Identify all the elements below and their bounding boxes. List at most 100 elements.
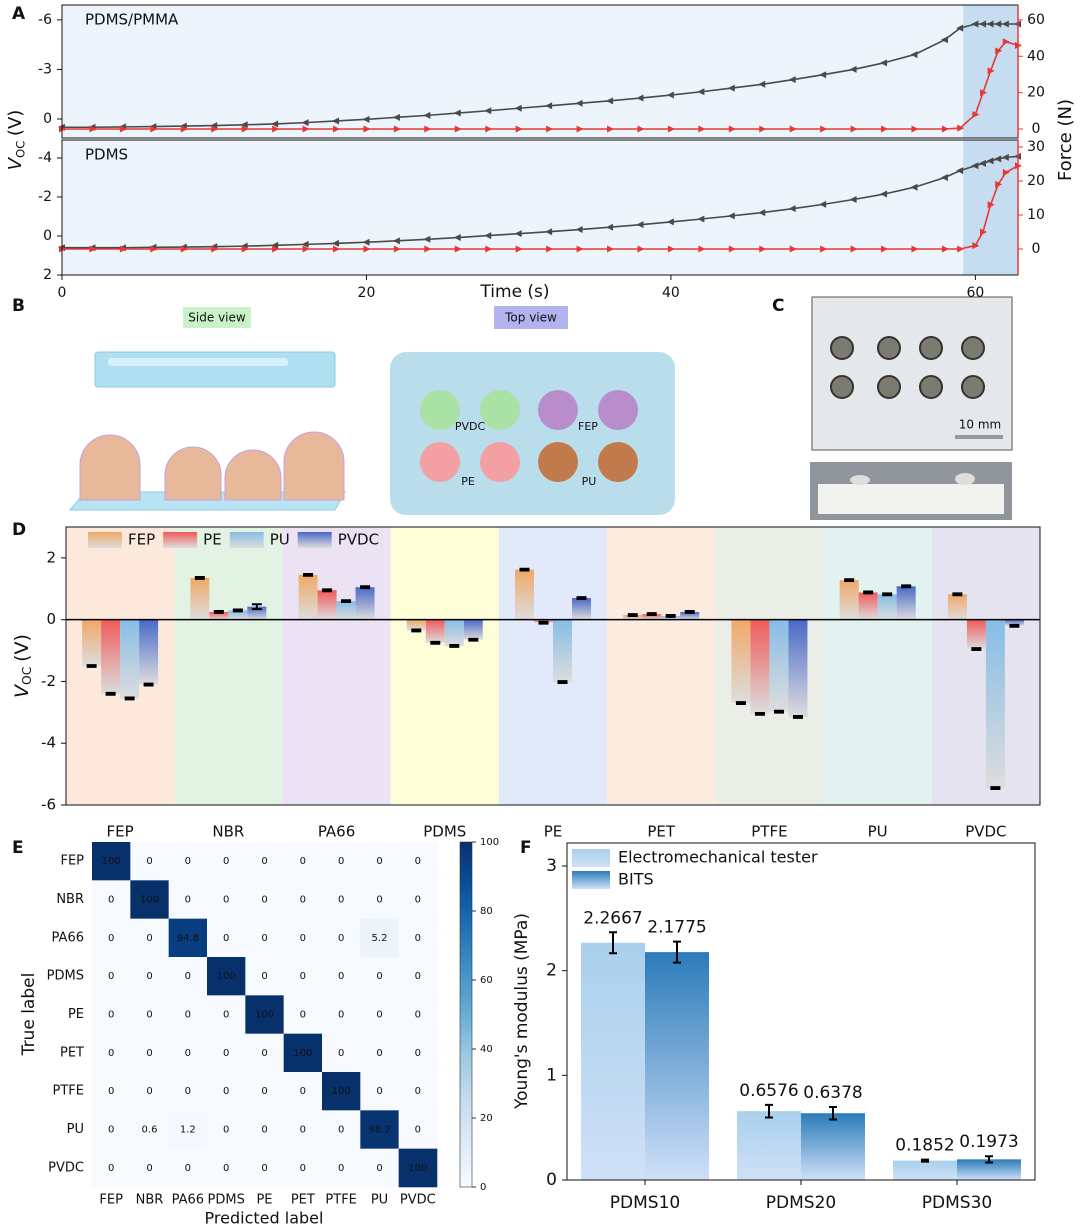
x-tick-label: PVDC — [965, 823, 1006, 841]
heatmap-cell — [322, 1110, 361, 1149]
cell-label: 1.2 — [180, 1125, 196, 1136]
point-marker — [940, 36, 948, 44]
heatmap-cell — [92, 842, 131, 881]
heatmap-cell — [168, 842, 208, 881]
error-bar — [557, 680, 568, 684]
x-tick-label: PET — [647, 823, 676, 841]
label-symbol: V — [5, 156, 26, 170]
cell-label: 0 — [185, 895, 191, 906]
bar — [406, 619, 426, 631]
heatmap-cell — [360, 880, 399, 919]
bar — [645, 952, 709, 1180]
error-bar — [538, 620, 549, 625]
heatmap-cell — [168, 995, 208, 1034]
colorbar-tick-label: 100 — [480, 837, 499, 848]
point-marker — [333, 245, 341, 253]
point-marker — [759, 245, 767, 253]
bar — [731, 619, 751, 704]
legend-label: PU — [270, 531, 290, 549]
point-marker — [819, 200, 827, 208]
annotation: PDMS — [85, 146, 128, 164]
point-marker — [820, 125, 828, 133]
error-bar — [430, 640, 441, 645]
x-tick-label: PDMS — [423, 823, 466, 841]
bar — [515, 569, 534, 620]
heatmap-cell — [283, 1110, 323, 1149]
cell-label: 0 — [376, 895, 382, 906]
fingertip — [79, 434, 141, 501]
cell-label: 0 — [223, 1086, 229, 1097]
cell-label: 0 — [415, 1010, 421, 1021]
point-marker — [210, 122, 218, 130]
y2-axis-label: Force (N) — [1055, 99, 1076, 181]
y-tick-label: -4 — [41, 734, 56, 752]
cell-label: 0 — [146, 1048, 152, 1059]
bar — [957, 1159, 1021, 1180]
point-marker — [979, 228, 987, 236]
heatmap-cell — [92, 918, 131, 958]
point-marker — [849, 65, 857, 73]
y-tick-label: 1 — [546, 1065, 557, 1085]
y-tick-label: PDMS — [47, 969, 84, 984]
point-marker — [150, 245, 158, 253]
heatmap-cell — [322, 1033, 361, 1073]
point-marker — [957, 124, 965, 132]
bar — [355, 587, 375, 620]
cell-label: 0 — [146, 933, 152, 944]
bar — [788, 619, 808, 717]
point-marker — [666, 218, 674, 226]
value-label: 0.1852 — [895, 1136, 954, 1156]
material-dot — [538, 442, 578, 482]
heatmap-cell — [398, 842, 438, 881]
heatmap-cell — [245, 995, 284, 1034]
error-bar — [952, 592, 963, 597]
cell-label: 0 — [146, 971, 152, 982]
error-bar — [105, 691, 116, 696]
y2-tick-label: 10 — [1027, 207, 1045, 223]
point-marker — [788, 76, 796, 84]
heatmap-cell — [168, 880, 208, 919]
point-marker — [957, 245, 965, 253]
cell-label: 100 — [332, 1086, 351, 1097]
cell-label: 0 — [108, 1163, 114, 1174]
error-bar — [251, 603, 262, 611]
label-symbol: V — [11, 683, 33, 698]
point-marker — [987, 67, 995, 75]
bar — [425, 619, 445, 643]
dot — [961, 375, 985, 399]
cell-label: 100 — [140, 895, 159, 906]
bar — [947, 594, 967, 620]
material-dot — [420, 390, 460, 430]
cell-label: 0 — [338, 971, 344, 982]
heatmap-cell — [130, 1110, 169, 1149]
heatmap-cell — [283, 957, 323, 996]
point-marker — [994, 20, 1002, 28]
legend-label: FEP — [128, 531, 155, 549]
point-marker — [728, 125, 736, 133]
error-bar — [901, 584, 912, 589]
point-marker — [1001, 153, 1009, 161]
heatmap-cell — [360, 1148, 399, 1188]
y-tick-label: 2 — [546, 961, 557, 981]
dot — [830, 336, 854, 360]
heatmap-cell — [245, 918, 284, 958]
y-tick-label: 3 — [546, 856, 557, 876]
bar — [298, 574, 318, 620]
heatmap-cell — [245, 1033, 284, 1073]
cell-label: 0 — [261, 856, 267, 867]
heatmap-cell — [283, 842, 323, 881]
point-marker — [667, 245, 675, 253]
dot — [830, 375, 854, 399]
bar — [139, 619, 159, 685]
x-tick-label: 40 — [662, 285, 680, 301]
glass-slab — [94, 351, 336, 388]
heatmap-cell — [207, 880, 246, 919]
point-marker — [211, 125, 219, 133]
point-marker — [392, 113, 400, 121]
point-marker — [453, 109, 461, 117]
heatmap-cell — [168, 957, 208, 996]
bar — [985, 619, 1005, 789]
heatmap-cell — [322, 880, 361, 919]
heatmap-cell — [398, 1110, 438, 1149]
fingertip — [283, 431, 345, 501]
